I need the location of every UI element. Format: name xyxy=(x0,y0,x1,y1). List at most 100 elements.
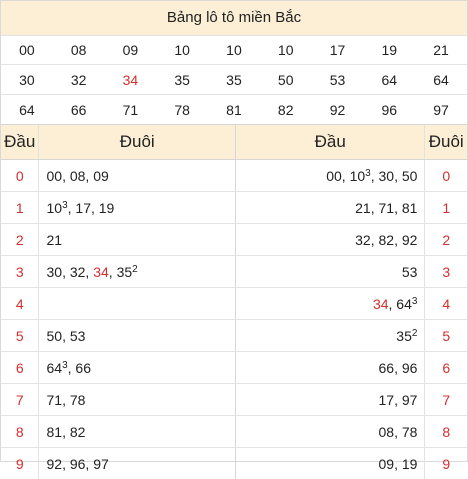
number-cell: 00 xyxy=(1,36,53,65)
loto-number: 00 xyxy=(326,168,342,184)
dau-list: 00, 103, 30, 50 xyxy=(236,160,425,192)
dau-list: 21, 71, 81 xyxy=(236,192,425,224)
duoi-digit: 6 xyxy=(425,352,467,384)
loto-number: 92 xyxy=(402,232,418,248)
loto-number: 32 xyxy=(70,264,86,280)
number-cell: 78 xyxy=(156,95,208,125)
loto-number-value: 97 xyxy=(93,456,109,472)
loto-number: 50 xyxy=(46,328,62,344)
number-cell: 19 xyxy=(363,36,415,65)
dau-digit: 5 xyxy=(1,320,39,352)
header-dau-right: Đầu xyxy=(236,125,425,160)
duoi-digit: 9 xyxy=(425,448,467,479)
loto-count: 3 xyxy=(62,360,68,371)
duoi-digit: 1 xyxy=(425,192,467,224)
loto-number: 66 xyxy=(379,360,395,376)
loto-number-value: 82 xyxy=(70,424,86,440)
number-cell: 30 xyxy=(1,65,53,95)
loto-number-value: 78 xyxy=(402,424,418,440)
loto-number-value: 09 xyxy=(379,456,395,472)
duoi-list xyxy=(39,288,236,320)
number-cell: 53 xyxy=(312,65,364,95)
duoi-list: 81, 82 xyxy=(39,416,236,448)
loto-number-value: 64 xyxy=(46,360,62,376)
loto-number-value: 30 xyxy=(379,168,395,184)
dau-digit: 6 xyxy=(1,352,39,384)
dau-list: 53 xyxy=(236,256,425,288)
duoi-list: 643, 66 xyxy=(39,352,236,384)
duoi-digit: 8 xyxy=(425,416,467,448)
loto-number-value: 71 xyxy=(379,200,395,216)
loto-count: 3 xyxy=(365,168,371,179)
duoi-list: 71, 78 xyxy=(39,384,236,416)
loto-number: 96 xyxy=(70,456,86,472)
loto-number: 34 xyxy=(93,264,109,280)
loto-number-value: 00 xyxy=(326,168,342,184)
dau-digit: 8 xyxy=(1,416,39,448)
number-cell: 97 xyxy=(415,95,467,125)
dau-list: 34, 643 xyxy=(236,288,425,320)
loto-number-value: 32 xyxy=(355,232,371,248)
duoi-digit: 4 xyxy=(425,288,467,320)
loto-number-value: 21 xyxy=(46,232,62,248)
number-cell: 17 xyxy=(312,36,364,65)
loto-number: 78 xyxy=(402,424,418,440)
number-cell: 71 xyxy=(105,95,157,125)
loto-number-value: 64 xyxy=(396,296,412,312)
header-duoi-right: Đuôi xyxy=(425,125,467,160)
loto-number: 19 xyxy=(99,200,115,216)
loto-number-value: 53 xyxy=(402,264,418,280)
loto-number: 352 xyxy=(396,328,417,344)
loto-number: 08 xyxy=(379,424,395,440)
number-cell: 35 xyxy=(208,65,260,95)
loto-number-value: 82 xyxy=(379,232,395,248)
loto-count: 3 xyxy=(412,296,418,307)
duoi-digit: 2 xyxy=(425,224,467,256)
number-cell: 32 xyxy=(53,65,105,95)
loto-number-value: 17 xyxy=(379,392,395,408)
dau-digit: 7 xyxy=(1,384,39,416)
loto-number-value: 32 xyxy=(70,264,86,280)
loto-number: 19 xyxy=(402,456,418,472)
number-cell: 92 xyxy=(312,95,364,125)
duoi-list: 50, 53 xyxy=(39,320,236,352)
loto-number: 21 xyxy=(355,200,371,216)
loto-number-value: 35 xyxy=(117,264,133,280)
duoi-digit: 7 xyxy=(425,384,467,416)
loto-number: 103 xyxy=(350,168,371,184)
dau-list: 08, 78 xyxy=(236,416,425,448)
number-cell: 10 xyxy=(156,36,208,65)
loto-number: 71 xyxy=(379,200,395,216)
number-cell: 35 xyxy=(156,65,208,95)
loto-count: 3 xyxy=(62,200,68,211)
loto-number: 17 xyxy=(75,200,91,216)
loto-number-value: 21 xyxy=(355,200,371,216)
loto-header-row: Đầu Đuôi Đầu Đuôi xyxy=(1,125,467,160)
loto-number-value: 30 xyxy=(46,264,62,280)
loto-number: 21 xyxy=(46,232,62,248)
duoi-list: 103, 17, 19 xyxy=(39,192,236,224)
loto-number-value: 66 xyxy=(379,360,395,376)
dau-digit: 9 xyxy=(1,448,39,479)
loto-number: 352 xyxy=(117,264,138,280)
number-cell: 50 xyxy=(260,65,312,95)
number-cell: 96 xyxy=(363,95,415,125)
loto-number: 53 xyxy=(402,264,418,280)
loto-number: 66 xyxy=(75,360,91,376)
number-cell: 09 xyxy=(105,36,157,65)
loto-count: 2 xyxy=(132,264,138,275)
duoi-list: 92, 96, 97 xyxy=(39,448,236,479)
loto-number-value: 71 xyxy=(46,392,62,408)
number-cell: 64 xyxy=(363,65,415,95)
loto-number-value: 92 xyxy=(46,456,62,472)
loto-number: 92 xyxy=(46,456,62,472)
duoi-digit: 3 xyxy=(425,256,467,288)
panel-title: Bảng lô tô miền Bắc xyxy=(1,1,467,36)
